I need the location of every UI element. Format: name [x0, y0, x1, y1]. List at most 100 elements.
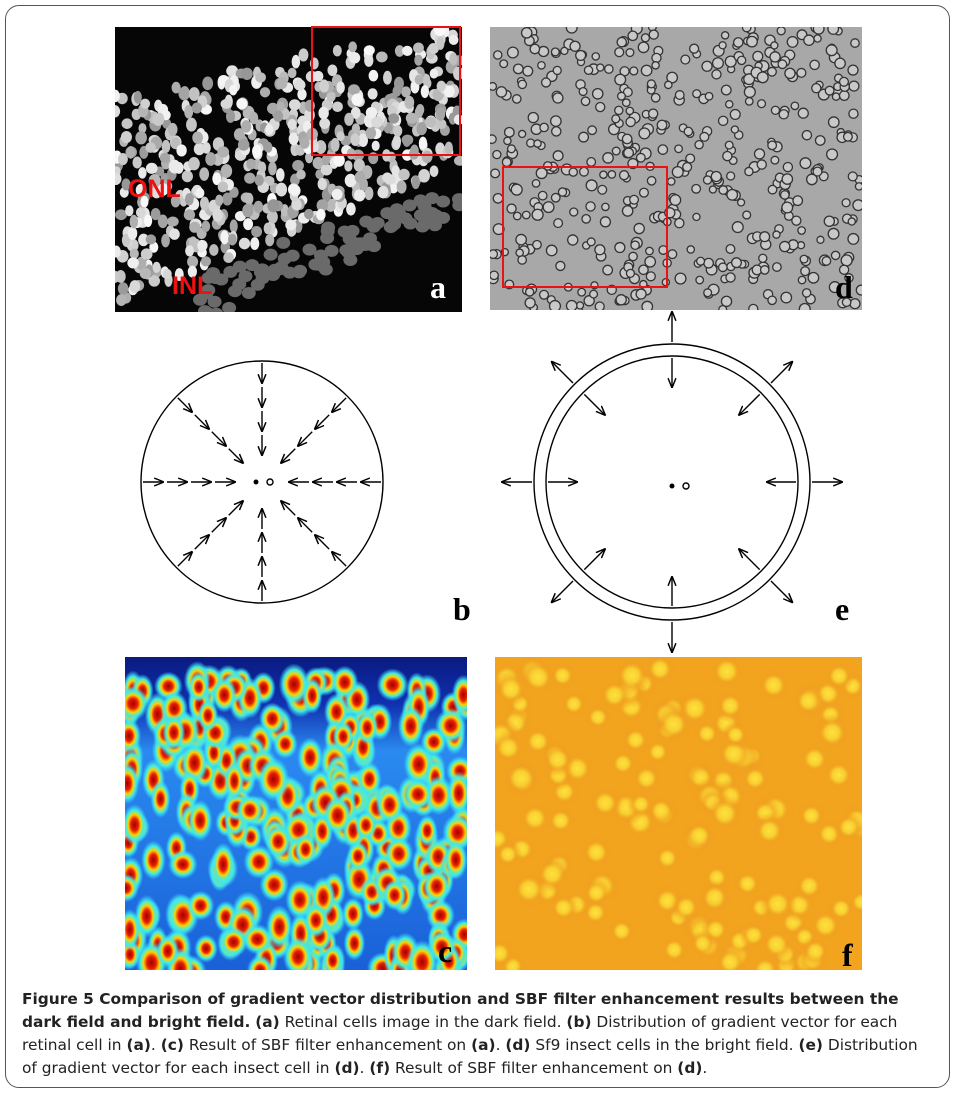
blob — [188, 672, 209, 702]
nucleus — [403, 217, 417, 229]
nucleus — [344, 113, 354, 126]
nucleus — [305, 100, 315, 112]
nucleus — [425, 116, 436, 127]
cell — [797, 68, 806, 77]
cell — [782, 174, 792, 184]
cell — [768, 296, 776, 304]
nucleus — [371, 116, 383, 127]
panel-label: a — [430, 269, 446, 305]
cell — [615, 74, 626, 85]
vector-arrow — [771, 581, 792, 602]
vector-arrow — [332, 552, 346, 566]
cell — [491, 169, 500, 178]
cell — [759, 254, 767, 262]
nucleus — [273, 111, 283, 122]
nucleus — [316, 209, 326, 221]
cell — [551, 48, 559, 56]
blob — [331, 666, 359, 699]
cell — [526, 288, 534, 296]
cell — [642, 301, 653, 312]
cell — [721, 32, 728, 39]
vector-arrow — [229, 501, 243, 515]
vector-arrow — [195, 535, 209, 549]
blob — [706, 794, 745, 833]
panel-e — [502, 312, 842, 652]
vector-arrow — [552, 362, 573, 383]
cell — [631, 241, 639, 249]
cell — [760, 232, 770, 242]
nucleus — [244, 173, 255, 184]
nucleus — [445, 142, 453, 155]
nucleus — [276, 237, 290, 249]
blob — [258, 757, 290, 801]
cell — [538, 62, 545, 69]
vector-arrow — [584, 394, 605, 415]
cell — [626, 117, 635, 126]
cell — [554, 219, 563, 228]
blob — [759, 885, 797, 923]
cell — [822, 257, 831, 266]
blob — [833, 811, 865, 843]
nucleus — [285, 220, 296, 231]
cell — [723, 152, 732, 161]
cell — [787, 37, 798, 48]
blob — [518, 658, 557, 697]
nucleus — [116, 294, 126, 306]
nucleus — [215, 195, 223, 206]
cell — [702, 61, 712, 71]
cell — [798, 108, 808, 118]
nucleus — [141, 248, 153, 260]
cell — [605, 65, 613, 73]
nucleus — [276, 183, 287, 197]
nucleus — [146, 234, 157, 244]
cell — [777, 27, 785, 35]
cell — [835, 58, 845, 68]
nucleus — [110, 173, 122, 185]
nucleus — [325, 245, 339, 257]
nucleus — [421, 85, 429, 98]
nucleus — [414, 195, 428, 207]
cell — [543, 202, 554, 213]
nucleus — [384, 221, 398, 233]
cell — [570, 41, 580, 51]
cell — [813, 23, 824, 34]
blob — [559, 689, 588, 718]
nucleus — [372, 141, 380, 151]
nucleus — [249, 112, 258, 124]
cell — [761, 266, 769, 274]
caption-text: . — [702, 1059, 707, 1077]
nucleus — [345, 174, 357, 187]
nucleus — [250, 237, 259, 250]
vector-arrow — [771, 362, 792, 383]
cell — [705, 93, 713, 101]
blob — [791, 684, 825, 718]
caption-text: . — [496, 1036, 501, 1054]
page: {"panels": { "a": {"label": "a", "annota… — [0, 0, 957, 1096]
nucleus — [364, 45, 375, 55]
nucleus — [368, 152, 378, 164]
blob — [659, 935, 689, 965]
vector-arrow — [212, 518, 226, 532]
nucleus — [254, 266, 268, 278]
cell — [745, 167, 753, 175]
cell — [785, 68, 795, 78]
vector-arrow — [739, 394, 760, 415]
blob — [579, 835, 613, 869]
caption: Figure 5 Comparison of gradient vector d… — [22, 988, 937, 1080]
nucleus — [209, 244, 218, 256]
cell — [532, 209, 543, 220]
nucleus — [318, 178, 327, 190]
cell — [598, 185, 607, 194]
blob — [423, 869, 451, 904]
cell — [522, 28, 532, 38]
nucleus — [243, 218, 253, 230]
nucleus — [118, 153, 128, 165]
blob — [122, 804, 147, 845]
blob — [117, 686, 148, 721]
nucleus — [229, 85, 237, 96]
cell — [558, 188, 566, 196]
nucleus — [393, 125, 402, 137]
cell — [579, 132, 589, 142]
ref: (a) — [471, 1036, 495, 1054]
panel-label: e — [835, 591, 849, 627]
